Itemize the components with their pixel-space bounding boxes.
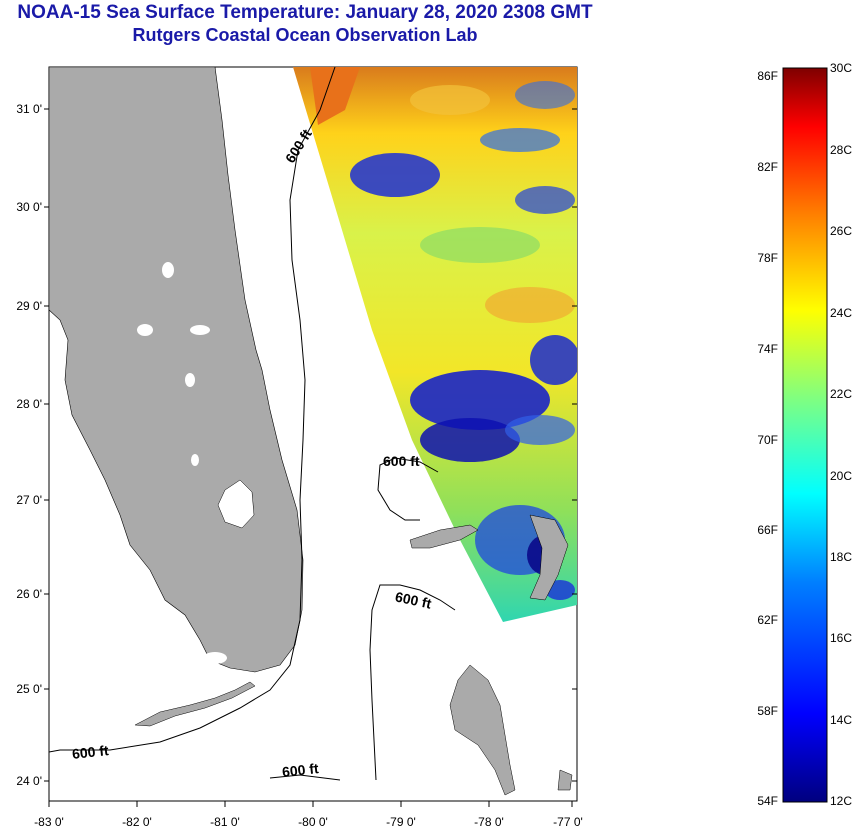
colorbar-f-label: 86F <box>757 69 778 83</box>
lon-tick-label: -83 0' <box>34 815 64 829</box>
lon-tick-label: -82 0' <box>122 815 152 829</box>
colorbar-f-label: 66F <box>757 523 778 537</box>
colorbar-c-label: 12C <box>830 794 853 808</box>
map-title: NOAA-15 Sea Surface Temperature: January… <box>17 2 593 23</box>
colorbar-c-label: 30C <box>830 61 853 75</box>
colorbar <box>782 67 828 803</box>
lon-tick-label: -77 0' <box>553 815 583 829</box>
lat-tick-label: 30 0' <box>16 200 42 214</box>
lat-tick-label: 28 0' <box>16 397 42 411</box>
abaco <box>529 514 569 601</box>
andros-island <box>449 664 516 796</box>
isobath-label: 600 ft <box>383 453 420 469</box>
colorbar-f-label: 74F <box>757 342 778 356</box>
colorbar-c-label: 14C <box>830 713 853 727</box>
grand-bahama <box>409 524 479 549</box>
colorbar-f-label: 78F <box>757 251 778 265</box>
colorbar-f-label: 70F <box>757 433 778 447</box>
lon-tick-label: -78 0' <box>474 815 504 829</box>
lat-tick-label: 24 0' <box>16 774 42 788</box>
colorbar-f-label: 62F <box>757 613 778 627</box>
colorbar-f-label: 82F <box>757 160 778 174</box>
colorbar-f-label: 54F <box>757 794 778 808</box>
colorbar-c-label: 16C <box>830 631 853 645</box>
colorbar-c-label: 18C <box>830 550 853 564</box>
lake-okeechobee <box>217 479 255 529</box>
lat-tick-label: 27 0' <box>16 493 42 507</box>
colorbar-c-label: 20C <box>830 469 853 483</box>
map-subtitle: Rutgers Coastal Ocean Observation Lab <box>132 25 478 45</box>
colorbar-c-label: 26C <box>830 224 853 238</box>
colorbar-c-label: 22C <box>830 387 853 401</box>
lon-tick-label: -79 0' <box>386 815 416 829</box>
map-ticks <box>44 108 577 807</box>
lat-tick-label: 31 0' <box>16 102 42 116</box>
colorbar-c-label: 24C <box>830 306 853 320</box>
colorbar-c-label: 28C <box>830 143 853 157</box>
lat-tick-label: 29 0' <box>16 299 42 313</box>
florida-keys <box>134 681 256 727</box>
colorbar-f-label: 58F <box>757 704 778 718</box>
lat-tick-label: 26 0' <box>16 587 42 601</box>
isobath-600ft <box>49 67 456 781</box>
lon-tick-label: -80 0' <box>298 815 328 829</box>
lat-tick-label: 25 0' <box>16 682 42 696</box>
lon-tick-label: -81 0' <box>210 815 240 829</box>
